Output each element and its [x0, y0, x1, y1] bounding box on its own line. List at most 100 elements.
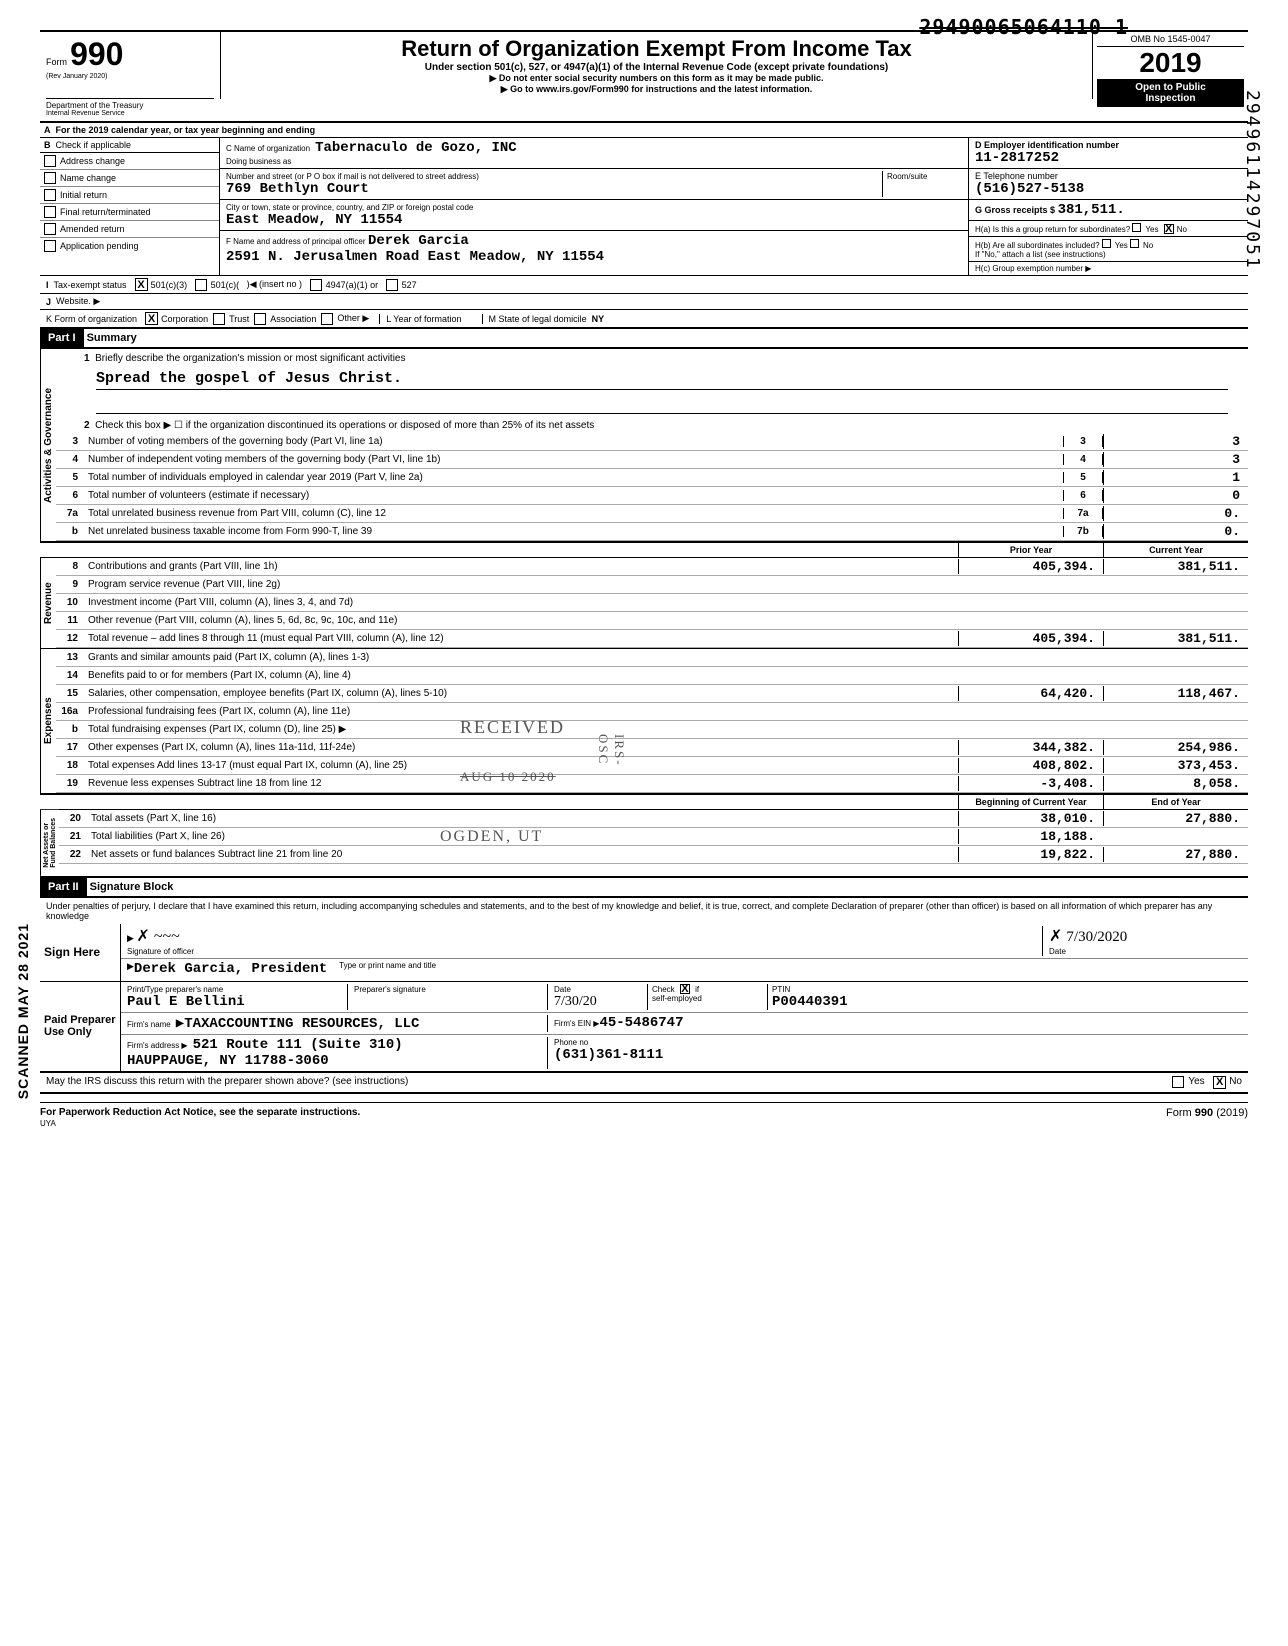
strikethrough-number: 29490065064110 1: [919, 15, 1128, 39]
state-domicile: NY: [592, 314, 605, 324]
checkbox-other[interactable]: [321, 313, 333, 325]
prior-amount: 408,802.: [958, 758, 1103, 773]
row-desc: Benefits paid to or for members (Part IX…: [84, 668, 958, 683]
part2-header: Part II: [40, 878, 87, 896]
vlabel-net-assets: Net Assets orFund Balances: [40, 810, 59, 876]
tax-year: 2019: [1097, 47, 1244, 79]
checkbox-address-change[interactable]: [44, 155, 56, 167]
street-address: 769 Bethlyn Court: [226, 181, 369, 197]
row-num: 5: [56, 472, 84, 483]
penalty-statement: Under penalties of perjury, I declare th…: [40, 898, 1248, 924]
form-revision: (Rev January 2020): [46, 73, 214, 80]
officer-address: 2591 N. Jerusalmen Road East Meadow, NY …: [226, 249, 604, 265]
instructions-link: ▶ Go to www.irs.gov/Form990 for instruct…: [231, 84, 1082, 95]
opt-other: Other ▶: [337, 313, 369, 324]
dba-label: Doing business as: [226, 157, 291, 166]
checkbox-corp[interactable]: X: [145, 312, 158, 325]
checkbox-501c[interactable]: [195, 279, 207, 291]
c-label: C Name of organization: [226, 144, 310, 153]
officer-typed-name: Derek Garcia, President: [134, 961, 327, 979]
row-num: 7a: [56, 508, 84, 519]
opt-4947: 4947(a)(1) or: [326, 280, 379, 290]
prior-amount: 64,420.: [958, 686, 1103, 701]
label-initial-return: Initial return: [60, 190, 107, 200]
org-name: Tabernaculo de Gozo, INC: [315, 140, 517, 156]
firm-ein-label: Firm's EIN ▶: [554, 1019, 599, 1028]
checkbox-assoc[interactable]: [254, 313, 266, 325]
line-a-text: For the 2019 calendar year, or tax year …: [56, 125, 316, 135]
checkbox-527[interactable]: [386, 279, 398, 291]
firm-name: ▶TAXACCOUNTING RESOURCES, LLC: [176, 1016, 420, 1032]
city-state-zip: East Meadow, NY 11554: [226, 212, 402, 228]
checkbox-self-employed[interactable]: X: [680, 984, 690, 994]
d-label: D Employer identification number: [975, 140, 1119, 150]
check-if-applicable: Check if applicable: [56, 140, 132, 150]
stamp-date: AUG 10 2020: [460, 769, 556, 785]
hc-label: H(c) Group exemption number ▶: [975, 264, 1091, 273]
checkbox-final-return[interactable]: [44, 206, 56, 218]
m-label: M State of legal domicile: [482, 314, 587, 324]
row-num: b: [56, 526, 84, 537]
row-num: 8: [56, 561, 84, 572]
ptin-label: PTIN: [772, 985, 790, 994]
row-num: 6: [56, 490, 84, 501]
row-desc: Total unrelated business revenue from Pa…: [84, 506, 1063, 521]
firm-phone: (631)361-8111: [554, 1047, 663, 1063]
opt-trust: Trust: [229, 314, 249, 324]
sig-officer-label: Signature of officer: [127, 947, 194, 956]
checkbox-amended[interactable]: [44, 223, 56, 235]
checkbox-discuss-no[interactable]: X: [1213, 1076, 1226, 1089]
ptin-value: P00440391: [772, 994, 848, 1010]
prior-amount: 405,394.: [958, 559, 1103, 574]
checkbox-initial-return[interactable]: [44, 189, 56, 201]
prior-amount: 19,822.: [958, 847, 1103, 862]
row-box: 4: [1063, 454, 1103, 465]
vlabel-revenue: Revenue: [40, 558, 56, 648]
checkbox-4947[interactable]: [310, 279, 322, 291]
opt-corp: Corporation: [161, 314, 208, 324]
row-box: 7a: [1063, 508, 1103, 519]
checkbox-ha-no[interactable]: X: [1164, 224, 1174, 234]
row-num: 13: [56, 652, 84, 663]
checkbox-hb-yes[interactable]: [1102, 239, 1111, 248]
checkbox-hb-no[interactable]: [1130, 239, 1139, 248]
footer-uya: UYA: [40, 1119, 56, 1128]
date-label: Date: [1049, 947, 1066, 956]
discuss-no: No: [1229, 1076, 1242, 1089]
self-emp-label: self-employed: [652, 994, 702, 1003]
current-amount: 254,986.: [1103, 740, 1248, 755]
checkbox-pending[interactable]: [44, 240, 56, 252]
row-num: 9: [56, 579, 84, 590]
checkbox-trust[interactable]: [213, 313, 225, 325]
f-label: F Name and address of principal officer: [226, 237, 365, 246]
row-desc: Net assets or fund balances Subtract lin…: [87, 847, 958, 862]
row-amount: 1: [1103, 470, 1248, 485]
type-name-label: Type or print name and title: [327, 961, 436, 979]
current-amount: 27,880.: [1103, 811, 1248, 826]
checkbox-ha-yes[interactable]: [1132, 223, 1141, 232]
row-num: 10: [56, 597, 84, 608]
checkbox-501c3[interactable]: X: [135, 278, 148, 291]
ein: 11-2817252: [975, 150, 1059, 166]
paid-preparer-label: Paid Preparer Use Only: [40, 982, 120, 1071]
row-desc: Total revenue – add lines 8 through 11 (…: [84, 631, 958, 646]
current-amount: 381,511.: [1103, 631, 1248, 646]
checkbox-name-change[interactable]: [44, 172, 56, 184]
prior-amount: -3,408.: [958, 776, 1103, 791]
firm-ein: 45-5486747: [599, 1015, 683, 1031]
checkbox-discuss-yes[interactable]: [1172, 1076, 1184, 1088]
insert-no: )◀ (insert no ): [247, 279, 302, 290]
dept-irs: Internal Revenue Service: [46, 110, 214, 117]
open-public-1: Open to Public: [1100, 82, 1241, 93]
footer-paperwork: For Paperwork Reduction Act Notice, see …: [40, 1107, 360, 1118]
part1-title: Summary: [87, 332, 137, 344]
label-address-change: Address change: [60, 156, 125, 166]
opt-501c3: 501(c)(3): [151, 280, 188, 290]
phone-label: Phone no: [554, 1038, 588, 1047]
hb-note: If "No," attach a list (see instructions…: [975, 250, 1106, 259]
row-num: 21: [59, 831, 87, 842]
row-num: 4: [56, 454, 84, 465]
q2-text: Check this box ▶ ☐ if the organization d…: [95, 420, 594, 431]
ha-label: H(a) Is this a group return for subordin…: [975, 225, 1130, 234]
firm-addr2: HAUPPAUGE, NY 11788-3060: [127, 1053, 329, 1069]
